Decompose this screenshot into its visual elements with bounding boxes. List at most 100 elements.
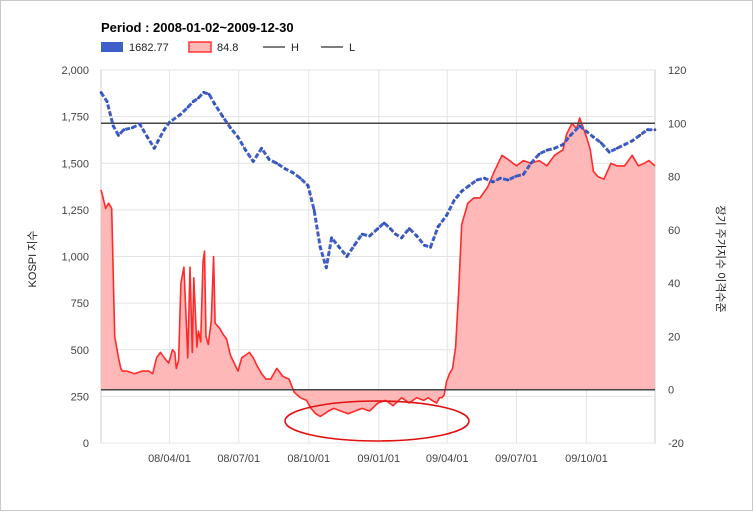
kospi-point	[130, 126, 134, 130]
left-tick-label: 1,750	[61, 112, 89, 124]
kospi-point	[117, 134, 120, 137]
x-axis-ticks: 08/04/01 08/07/01 08/10/01 09/01/01 09/04/01…	[148, 453, 608, 465]
kospi-point	[522, 173, 525, 176]
kospi-point	[592, 135, 595, 139]
kospi-point	[407, 227, 411, 230]
kospi-point	[561, 143, 565, 146]
kospi-point	[468, 184, 471, 187]
kospi-point	[337, 245, 341, 249]
legend-label-high: H	[291, 42, 299, 54]
right-axis-title: 장기 주가지수 이격수준	[714, 205, 727, 312]
right-tick-label: 120	[668, 65, 686, 77]
legend-label-kospi: 1682.77	[129, 42, 169, 54]
kospi-point	[475, 178, 479, 182]
left-axis-ticks: 0 250 500 750 1,000 1,250 1,500 1,750 2,000	[61, 65, 89, 450]
right-tick-label: 0	[668, 385, 674, 397]
kospi-point	[429, 245, 432, 249]
kospi-point	[368, 234, 371, 238]
kospi-point	[529, 162, 533, 165]
kospi-point	[452, 199, 456, 202]
kospi-point	[99, 91, 103, 94]
kospi-point	[105, 100, 109, 103]
kospi-point	[267, 158, 271, 161]
kospi-point	[483, 176, 486, 180]
kospi-point	[514, 175, 517, 178]
right-tick-label: 20	[668, 331, 680, 343]
left-tick-label: 1,000	[61, 252, 89, 264]
kospi-point	[283, 167, 287, 171]
kospi-point	[153, 147, 156, 150]
left-tick-label: 250	[71, 391, 89, 403]
kospi-point	[306, 184, 310, 187]
kospi-point	[207, 92, 211, 96]
kospi-point	[325, 266, 328, 270]
kospi-point	[191, 100, 195, 103]
kospi-point	[146, 135, 149, 139]
kospi-point	[623, 143, 626, 146]
x-tick-label: 09/10/01	[565, 453, 608, 465]
kospi-point	[221, 115, 225, 118]
kospi-point	[156, 139, 160, 143]
kospi-point	[460, 189, 464, 193]
kospi-point	[330, 236, 333, 240]
kospi-point	[630, 139, 634, 143]
right-tick-label: 100	[668, 118, 686, 130]
x-tick-label: 08/07/01	[217, 453, 260, 465]
kospi-point	[653, 128, 657, 131]
kospi-point	[585, 130, 588, 133]
kospi-point	[400, 236, 403, 240]
legend-swatch-gap	[188, 41, 212, 53]
right-tick-label: 40	[668, 278, 680, 290]
kospi-point	[291, 171, 295, 174]
right-axis-ticks: -20 0 20 40 60 80 100 120	[668, 65, 686, 450]
kospi-point	[445, 214, 448, 217]
right-tick-label: 60	[668, 225, 680, 237]
kospi-point	[260, 147, 263, 150]
kospi-point	[318, 245, 322, 249]
x-tick-label: 08/04/01	[148, 453, 191, 465]
kospi-point	[275, 162, 279, 165]
x-tick-label: 09/04/01	[426, 453, 469, 465]
kospi-point	[615, 147, 619, 150]
legend-label-gap: 84.8	[217, 42, 238, 54]
kospi-point	[388, 227, 392, 230]
kospi-point	[506, 178, 510, 182]
kospi-point	[122, 128, 126, 131]
kospi-point	[229, 126, 232, 130]
kospi-point	[197, 96, 200, 100]
reference-lines	[101, 122, 655, 391]
highlight-ellipse	[284, 400, 470, 442]
left-tick-label: 0	[83, 438, 89, 450]
kospi-point	[599, 141, 603, 144]
kospi-point	[202, 91, 205, 94]
gap-area-fill	[101, 118, 655, 417]
left-tick-label: 500	[71, 345, 89, 357]
left-tick-label: 1,500	[61, 158, 89, 170]
kospi-point	[178, 113, 182, 117]
kospi-point	[244, 148, 247, 152]
gap-line	[100, 117, 656, 418]
kospi-point	[168, 120, 171, 124]
kospi-point	[646, 128, 649, 131]
right-tick-label: 80	[668, 172, 680, 184]
kospi-series	[99, 90, 657, 270]
kospi-point	[236, 135, 240, 139]
kospi-point	[382, 221, 386, 225]
right-tick-label: -20	[668, 438, 684, 450]
kospi-point	[436, 225, 440, 228]
kospi-point	[360, 232, 364, 236]
kospi-point	[538, 152, 541, 156]
legend: 1682.77 84.8 H L	[101, 41, 355, 54]
chart-title: Period : 2008-01-02~2009-12-30	[101, 20, 294, 35]
kospi-point	[578, 124, 581, 128]
kospi-point	[111, 124, 115, 128]
kospi-point	[213, 102, 216, 105]
kospi-point	[638, 134, 642, 137]
legend-swatch-kospi	[101, 42, 123, 52]
kospi-point	[138, 122, 142, 126]
kospi-point	[299, 176, 302, 180]
kospi-point	[608, 150, 611, 154]
kospi-point	[376, 227, 380, 230]
